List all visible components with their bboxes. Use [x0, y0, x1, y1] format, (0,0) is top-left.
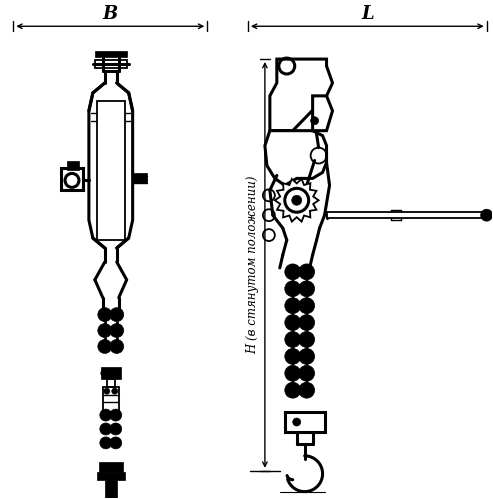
Bar	[99, 462, 123, 472]
Bar	[95, 51, 127, 57]
Circle shape	[110, 437, 122, 449]
Circle shape	[481, 209, 493, 221]
Circle shape	[110, 423, 122, 435]
Circle shape	[285, 382, 301, 398]
Circle shape	[296, 386, 304, 394]
Circle shape	[299, 281, 315, 297]
Circle shape	[285, 264, 301, 280]
Circle shape	[110, 323, 124, 337]
Circle shape	[285, 281, 301, 297]
Text: L: L	[361, 5, 374, 23]
Bar	[133, 174, 146, 183]
Bar	[67, 161, 79, 171]
Circle shape	[285, 188, 309, 212]
Circle shape	[65, 174, 79, 187]
Bar	[97, 472, 125, 480]
Bar	[107, 379, 115, 387]
Circle shape	[113, 369, 121, 377]
Polygon shape	[275, 179, 318, 222]
Circle shape	[98, 339, 112, 353]
Circle shape	[112, 388, 118, 394]
Circle shape	[299, 298, 315, 314]
Circle shape	[299, 382, 315, 398]
Circle shape	[293, 418, 301, 426]
Circle shape	[296, 318, 304, 326]
Circle shape	[299, 348, 315, 364]
Circle shape	[296, 352, 304, 360]
Circle shape	[296, 268, 304, 276]
Circle shape	[110, 339, 124, 353]
Bar	[61, 169, 83, 190]
Circle shape	[285, 348, 301, 364]
Circle shape	[110, 308, 124, 321]
Circle shape	[299, 315, 315, 330]
Circle shape	[100, 409, 112, 421]
Circle shape	[98, 308, 112, 321]
Circle shape	[296, 302, 304, 310]
Text: B: B	[103, 5, 118, 23]
Circle shape	[100, 437, 112, 449]
Circle shape	[299, 365, 315, 381]
Circle shape	[285, 365, 301, 381]
Bar	[97, 101, 125, 240]
Bar	[95, 60, 127, 68]
Bar	[105, 480, 117, 499]
Circle shape	[285, 315, 301, 330]
Circle shape	[285, 331, 301, 347]
Circle shape	[296, 335, 304, 343]
Circle shape	[296, 285, 304, 293]
Text: H (в стянутом положении): H (в стянутом положении)	[246, 176, 259, 354]
Circle shape	[101, 369, 109, 377]
Bar	[103, 387, 119, 412]
Bar	[326, 212, 482, 218]
Circle shape	[296, 369, 304, 377]
Polygon shape	[270, 59, 332, 131]
Circle shape	[98, 323, 112, 337]
Circle shape	[100, 423, 112, 435]
Bar	[101, 367, 121, 379]
Circle shape	[285, 298, 301, 314]
Circle shape	[299, 264, 315, 280]
Circle shape	[110, 409, 122, 421]
Circle shape	[292, 195, 302, 205]
Polygon shape	[265, 131, 326, 185]
Circle shape	[311, 117, 318, 125]
Polygon shape	[313, 96, 332, 131]
Bar	[285, 412, 324, 432]
Circle shape	[299, 331, 315, 347]
Circle shape	[104, 388, 110, 394]
